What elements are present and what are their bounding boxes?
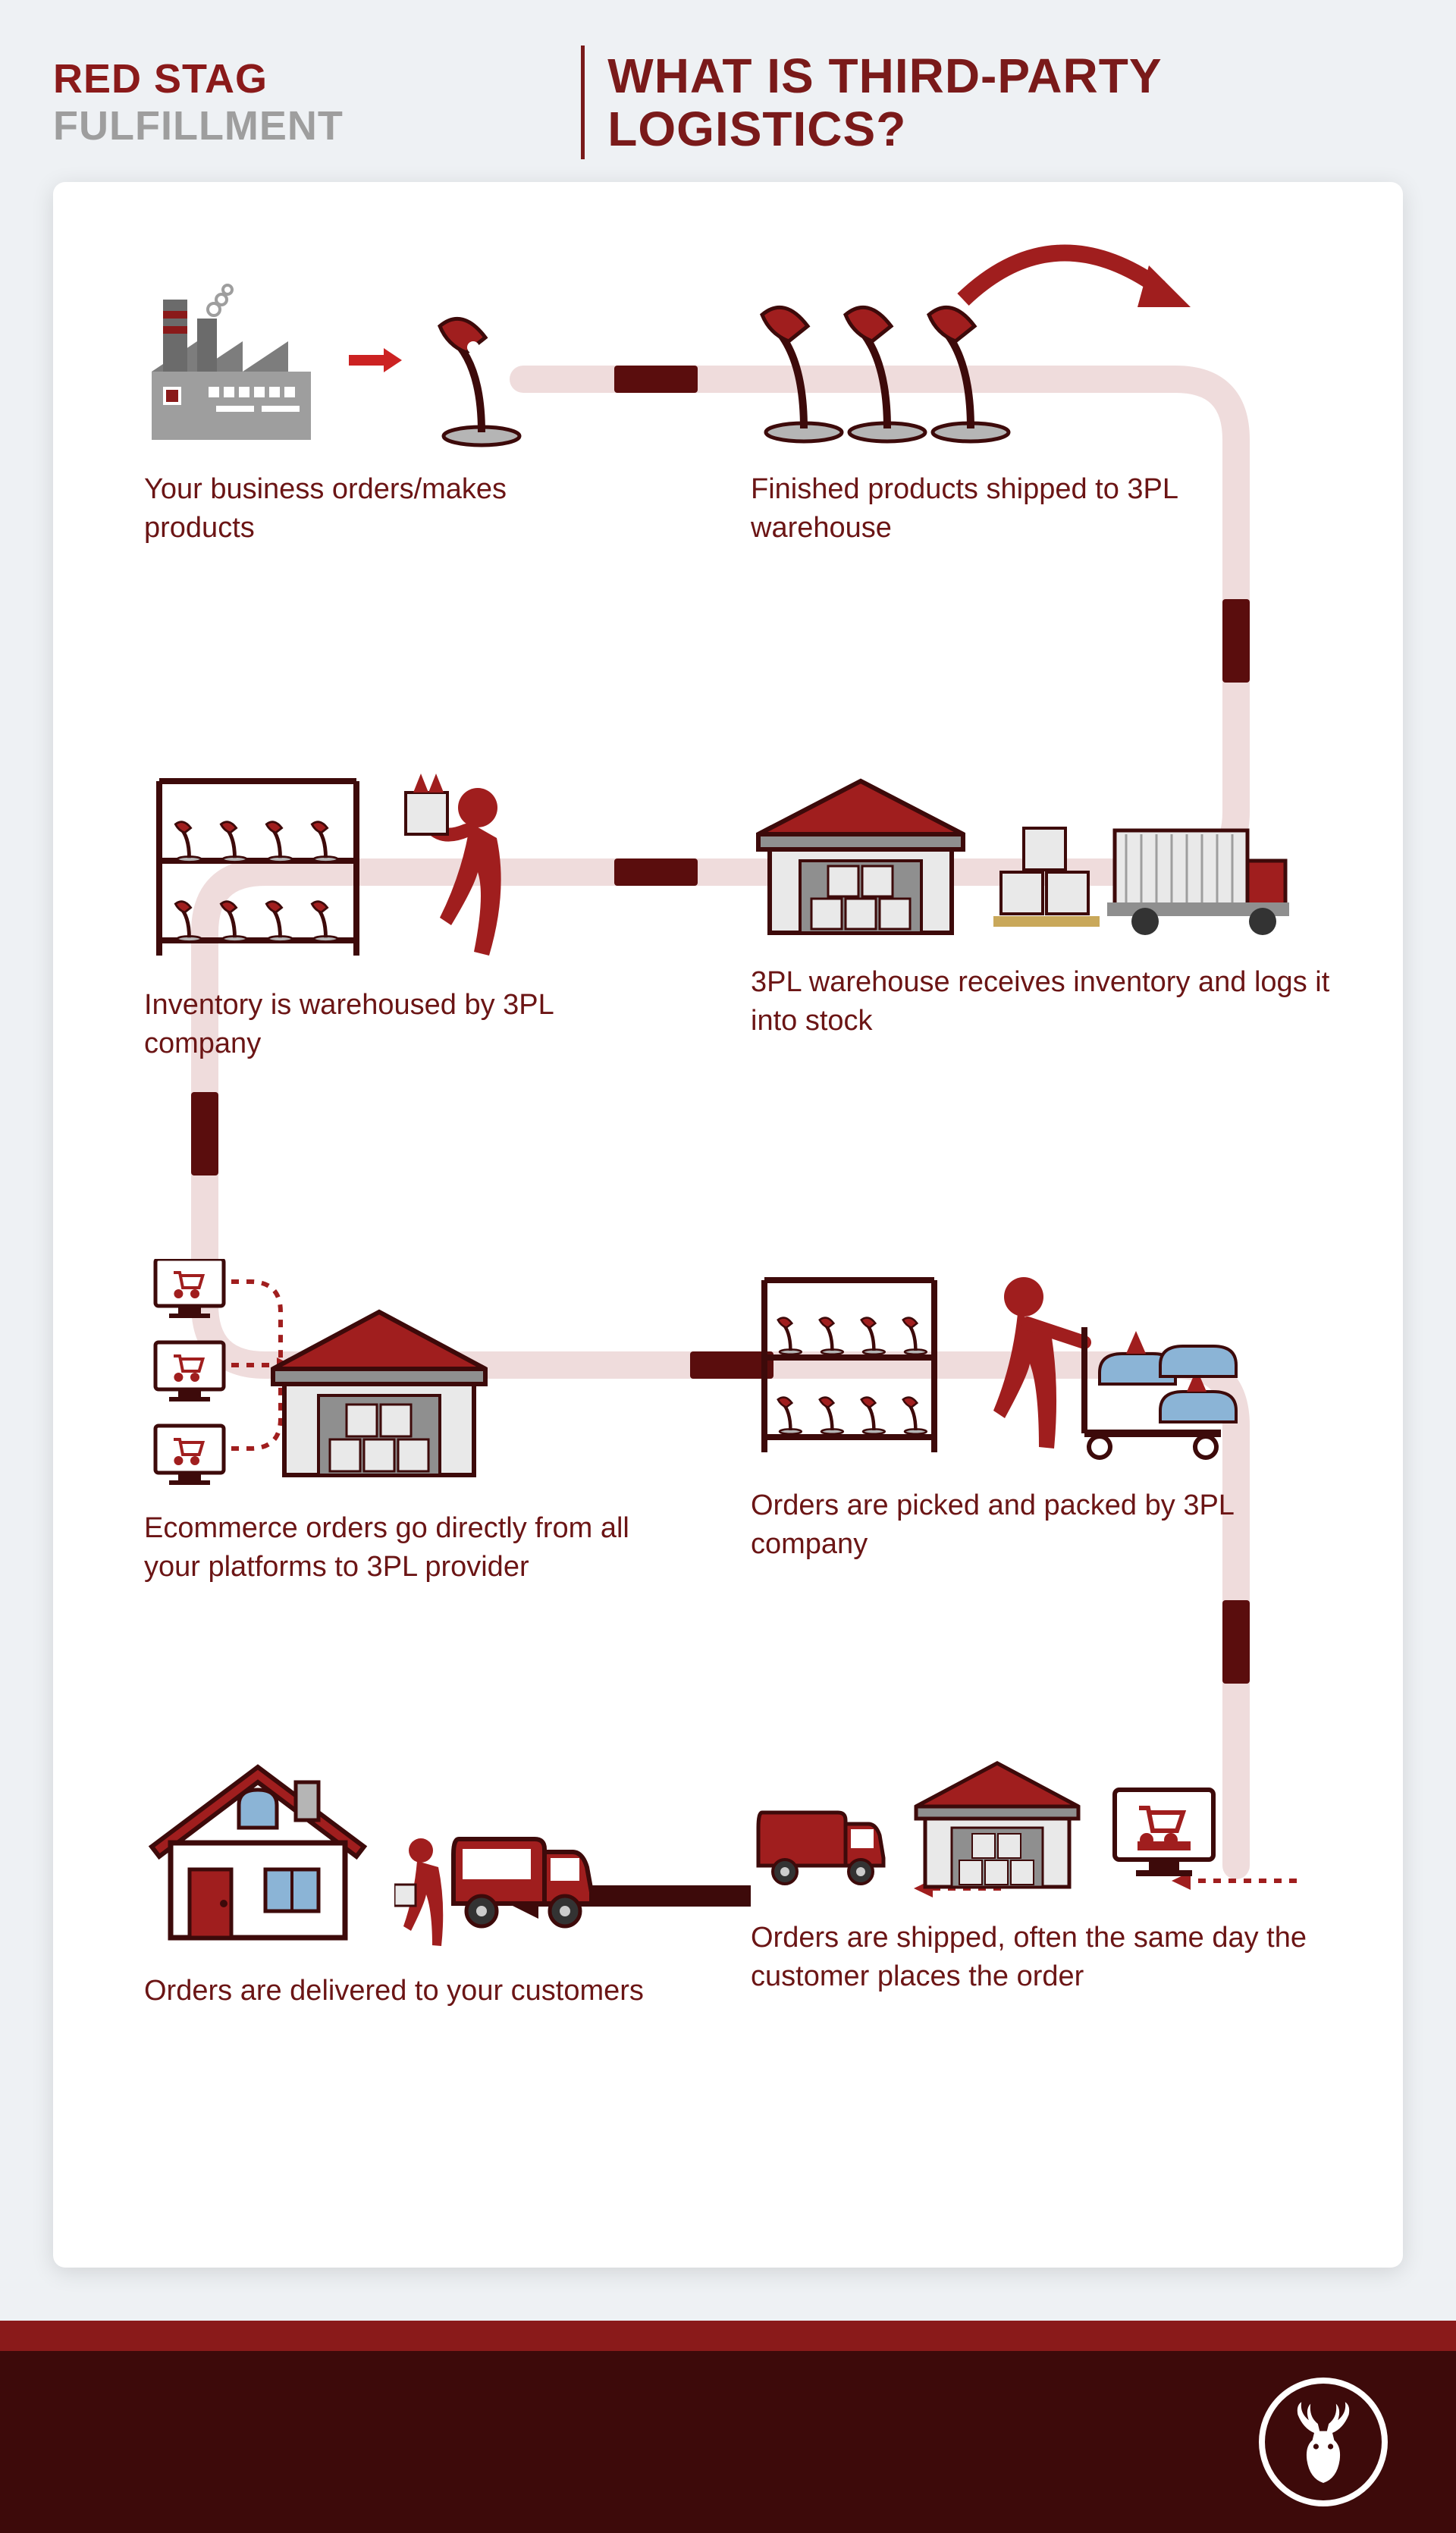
step-3: 3PL warehouse receives inventory and log… [751, 766, 1342, 1041]
warehouse-icon [265, 1297, 493, 1486]
step-1-label: Your business orders/makes products [144, 470, 614, 548]
step-8-label: Orders are delivered to your customers [144, 1972, 675, 2010]
header: RED STAG FULFILLMENT WHAT IS THIRD-PARTY… [53, 46, 1403, 159]
header-divider [581, 46, 585, 159]
step-6-label: Orders are picked and packed by 3PL comp… [751, 1486, 1320, 1565]
lamp-icon [425, 296, 531, 447]
truck-boxes-icon [993, 789, 1297, 940]
brand-bold: RED STAG [53, 56, 268, 102]
monitor-cart-icon [1107, 1782, 1228, 1896]
step-4-label: Inventory is warehoused by 3PL company [144, 986, 614, 1064]
brand-logo: RED STAG FULFILLMENT [53, 55, 558, 149]
arrow-icon [349, 345, 402, 375]
page-title: WHAT IS THIRD-PARTY LOGISTICS? [607, 49, 1403, 156]
van-icon [751, 1782, 887, 1896]
lamps-icon [751, 273, 1024, 447]
step-2: Finished products shipped to 3PL warehou… [751, 273, 1282, 548]
step-5: Ecommerce orders go directly from all yo… [144, 1259, 675, 1587]
step-7: Orders are shipped, often the same day t… [751, 1752, 1357, 1997]
step-5-label: Ecommerce orders go directly from all yo… [144, 1509, 675, 1587]
delivery-icon [394, 1797, 607, 1949]
footer [0, 2351, 1456, 2533]
warehouse-small-icon [910, 1752, 1084, 1896]
picker-icon [971, 1259, 1244, 1464]
step-3-label: 3PL warehouse receives inventory and log… [751, 963, 1342, 1041]
step-2-label: Finished products shipped to 3PL warehou… [751, 470, 1282, 548]
shelves-small-icon [751, 1266, 948, 1464]
infographic-card: Your business orders/makes products [53, 182, 1403, 2268]
screens-icon [144, 1259, 243, 1486]
step-4: Inventory is warehoused by 3PL company [144, 766, 614, 1064]
factory-icon [144, 273, 326, 447]
step-6: Orders are picked and packed by 3PL comp… [751, 1259, 1320, 1565]
step-7-label: Orders are shipped, often the same day t… [751, 1919, 1357, 1997]
step-8: Orders are delivered to your customers [144, 1752, 675, 2010]
stag-logo-icon [1259, 2378, 1388, 2506]
house-icon [144, 1752, 372, 1949]
footer-stripe [0, 2321, 1456, 2351]
shelves-icon [144, 766, 372, 963]
brand-light: FULFILLMENT [53, 103, 344, 149]
step-1: Your business orders/makes products [144, 273, 614, 548]
warehouse-icon [751, 766, 971, 940]
worker-carry-icon [394, 766, 531, 963]
